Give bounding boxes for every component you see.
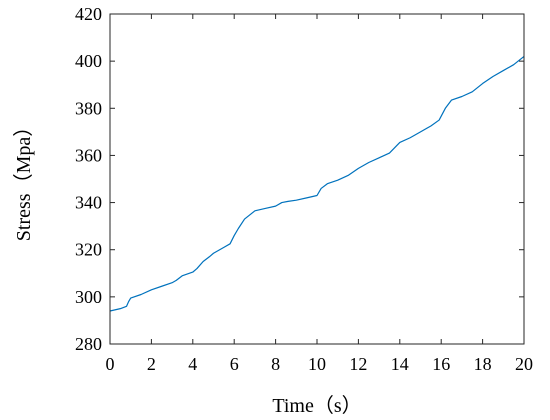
axes-frame <box>109 13 525 345</box>
y-tick-label: 420 <box>75 4 102 24</box>
x-tick-label: 0 <box>106 354 115 374</box>
x-tick-label: 8 <box>271 354 280 374</box>
y-tick-label: 360 <box>75 145 102 165</box>
x-axis-label: Time（s） <box>272 394 361 417</box>
y-tick-label: 380 <box>75 98 102 118</box>
x-tick-label: 14 <box>391 354 409 374</box>
y-tick-label: 280 <box>75 334 102 354</box>
x-tick-label: 12 <box>349 354 367 374</box>
y-axis-label: Stress（Mpa） <box>12 117 35 241</box>
y-tick-label: 320 <box>75 240 102 260</box>
x-tick-label: 18 <box>474 354 492 374</box>
y-axis-ticks: 280 300 320 340 360 380 400 420 <box>75 4 524 354</box>
plot-area <box>109 55 525 312</box>
x-tick-label: 10 <box>308 354 326 374</box>
x-tick-label: 4 <box>188 354 197 374</box>
x-tick-label: 6 <box>230 354 239 374</box>
x-tick-label: 20 <box>515 354 533 374</box>
y-tick-label: 400 <box>75 51 102 71</box>
x-tick-label: 16 <box>432 354 450 374</box>
x-tick-label: 2 <box>147 354 156 374</box>
y-tick-label: 300 <box>75 287 102 307</box>
x-axis-ticks: 0 2 4 6 8 10 12 14 16 18 20 <box>106 14 533 374</box>
y-tick-label: 340 <box>75 193 102 213</box>
series-line-0 <box>109 55 525 312</box>
